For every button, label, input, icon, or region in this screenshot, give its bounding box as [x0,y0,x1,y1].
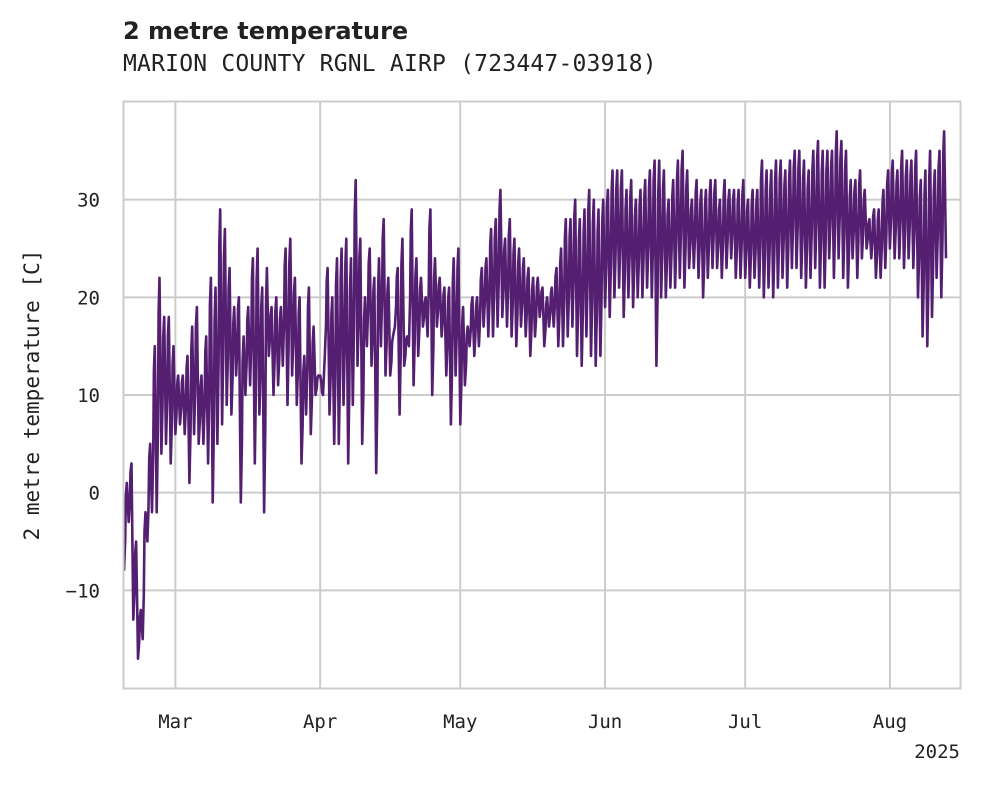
x-tick-label: Mar [158,711,192,733]
x-tick-label: Apr [303,711,337,733]
x-axis-ticks: Mar Apr May Jun Jul Aug [158,711,907,733]
y-tick-label: −10 [66,580,100,602]
y-tick-label: 30 [77,190,100,212]
chart-title: 2 metre temperature [123,17,409,45]
chart-subtitle: MARION COUNTY RGNL AIRP (723447-03918) [123,51,657,77]
y-tick-label: 20 [77,287,100,309]
x-tick-label: Jun [588,711,622,733]
x-tick-label: Aug [873,711,907,733]
plot-frame [122,100,962,690]
x-tick-label: Jul [728,711,762,733]
y-axis-label: 2 metre temperature [C] [20,250,44,541]
y-tick-label: 10 [77,385,100,407]
y-axis-ticks: −10 0 10 20 30 [66,190,100,603]
x-axis-offset-label: 2025 [914,741,960,763]
y-tick-label: 0 [89,483,100,505]
series-line [122,130,948,661]
x-tick-label: May [443,711,477,733]
series-layer [122,130,948,661]
